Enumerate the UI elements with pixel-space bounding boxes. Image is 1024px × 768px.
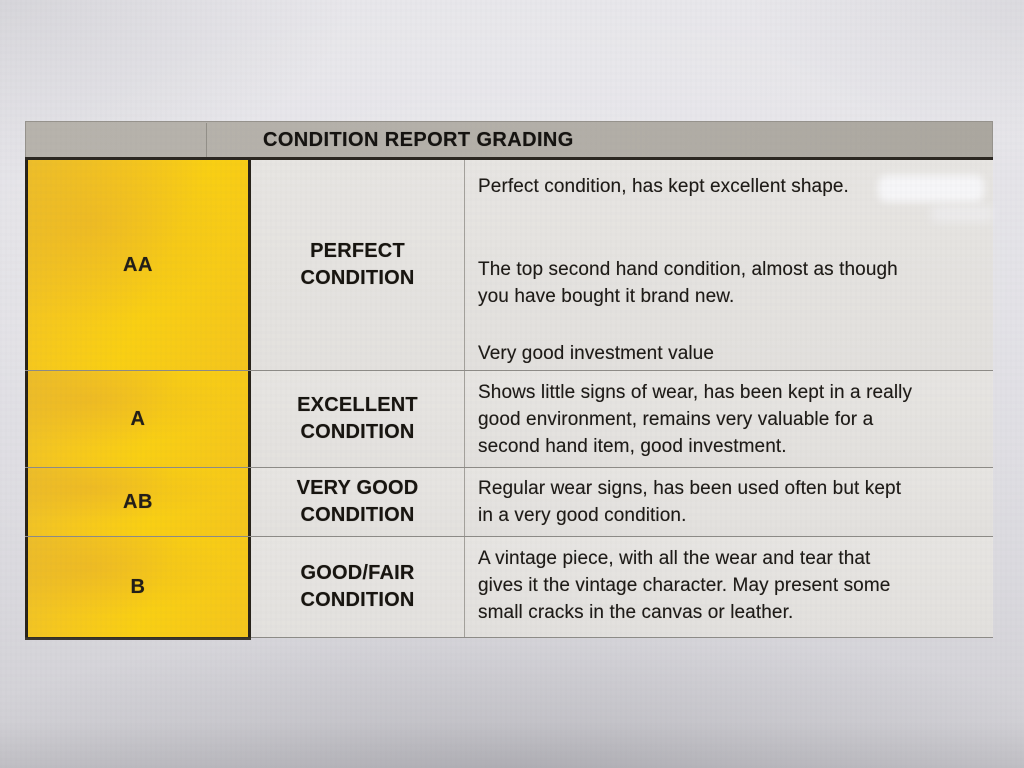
table-header: CONDITION REPORT GRADING (25, 121, 993, 157)
condition-name-line: VERY GOOD (296, 477, 419, 499)
description-paragraph: Shows little signs of wear, has been kep… (478, 379, 987, 460)
whiteout-patch (930, 206, 994, 222)
description-line: A vintage piece, with all the wear and t… (478, 548, 871, 569)
grade-label: A (130, 407, 146, 430)
header-cell-divider (206, 123, 207, 157)
description-line: small cracks in the canvas or leather. (478, 602, 794, 623)
table-row-b: B GOOD/FAIR CONDITION A vintage piece, w… (25, 537, 993, 638)
condition-name-line: CONDITION (300, 267, 415, 289)
condition-name-line: GOOD/FAIR (300, 562, 415, 584)
description-line: The top second hand condition, almost as… (478, 259, 898, 280)
table-row-aa: AA PERFECT CONDITION Perfect condition, … (25, 160, 993, 371)
description-line: Regular wear signs, has been used often … (478, 478, 902, 499)
condition-name-line: PERFECT (310, 240, 405, 262)
description-paragraph: A vintage piece, with all the wear and t… (478, 545, 987, 626)
condition-name-cell: EXCELLENT CONDITION (251, 371, 465, 467)
description-line: good environment, remains very valuable … (478, 409, 874, 430)
table-title: CONDITION REPORT GRADING (263, 129, 574, 151)
condition-name-line: CONDITION (300, 421, 415, 443)
description-paragraph: Very good investment value (478, 340, 987, 367)
grade-label: AA (122, 253, 154, 276)
description-line: you have bought it brand new. (478, 286, 735, 307)
grade-label: AB (122, 490, 154, 513)
condition-name-cell: VERY GOOD CONDITION (251, 468, 465, 536)
condition-name-line: CONDITION (300, 504, 415, 526)
table-row-ab: AB VERY GOOD CONDITION Regular wear sign… (25, 468, 993, 537)
description-line: Perfect condition, has kept excellent sh… (478, 176, 849, 197)
grade-cell: AB (25, 468, 251, 536)
grade-label: B (130, 575, 146, 598)
condition-name-cell: GOOD/FAIR CONDITION (251, 537, 465, 637)
whiteout-patch (878, 175, 984, 202)
condition-name-line: CONDITION (300, 589, 415, 611)
description-line: Shows little signs of wear, has been kep… (478, 382, 913, 403)
description-line: gives it the vintage character. May pres… (478, 575, 891, 596)
grade-cell: A (25, 371, 251, 467)
description-cell: Shows little signs of wear, has been kep… (465, 371, 993, 467)
description-line: second hand item, good investment. (478, 436, 787, 457)
description-line: Very good investment value (478, 343, 715, 364)
table-row-a: A EXCELLENT CONDITION Shows little signs… (25, 371, 993, 468)
description-cell: A vintage piece, with all the wear and t… (465, 537, 993, 637)
description-paragraph: The top second hand condition, almost as… (478, 256, 987, 310)
grade-cell: B (25, 537, 251, 637)
description-cell: Regular wear signs, has been used often … (465, 468, 993, 536)
description-paragraph: Perfect condition, has kept excellent sh… (478, 173, 987, 200)
table-body: AA PERFECT CONDITION Perfect condition, … (25, 157, 993, 638)
grade-cell: AA (25, 160, 251, 370)
condition-name-cell: PERFECT CONDITION (251, 160, 465, 370)
description-line: in a very good condition. (478, 505, 687, 526)
condition-grading-table: CONDITION REPORT GRADING AA PERFECT COND… (25, 121, 993, 638)
description-paragraph: Regular wear signs, has been used often … (478, 475, 987, 529)
condition-name-line: EXCELLENT (297, 394, 418, 416)
